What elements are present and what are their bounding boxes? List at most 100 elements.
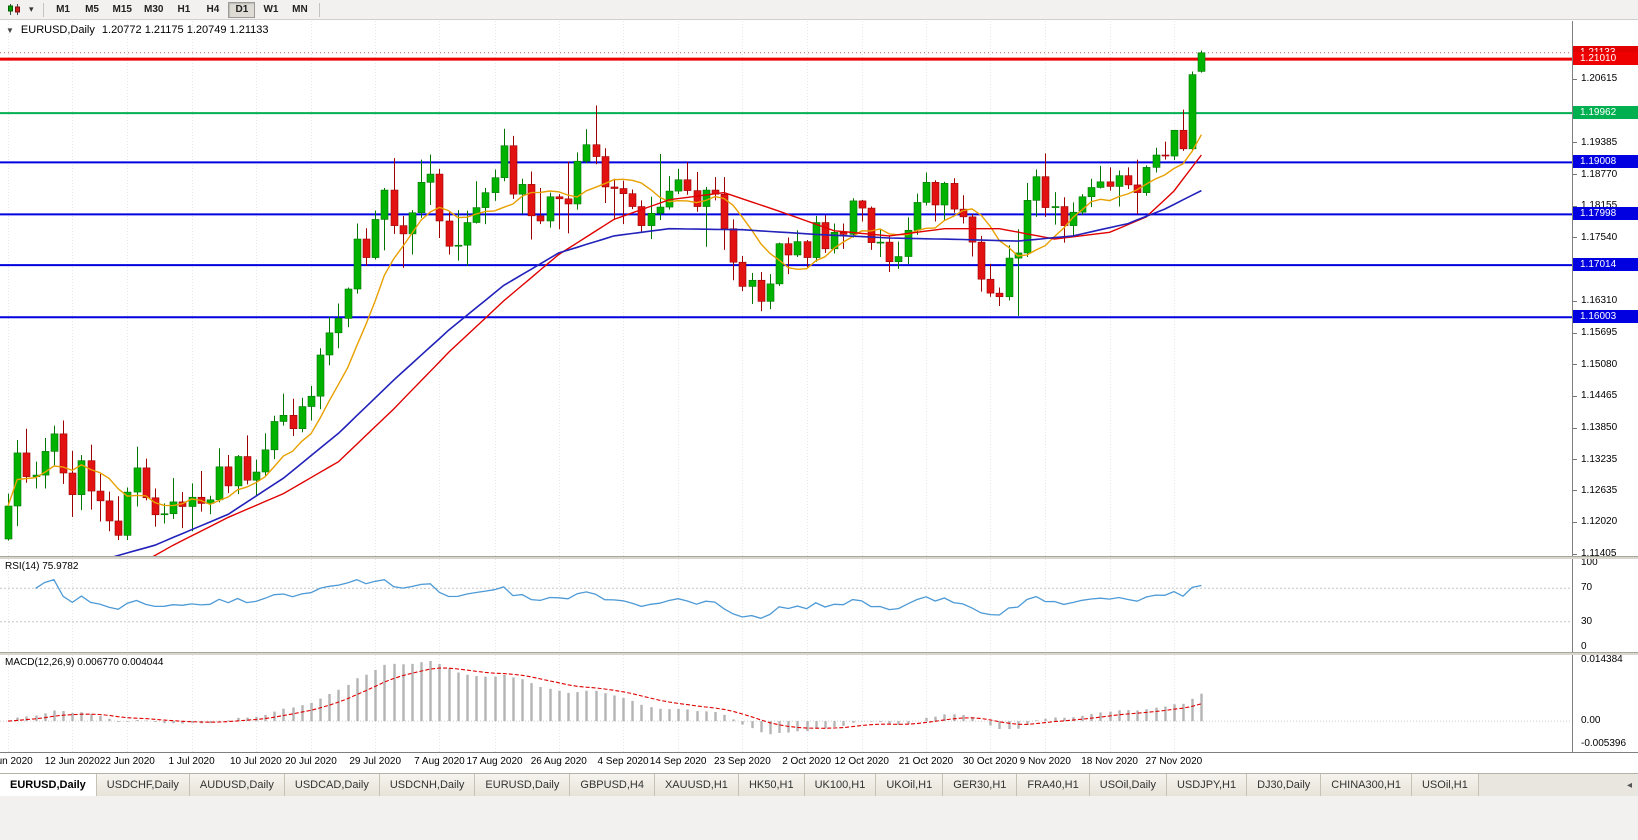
panel-divider[interactable] bbox=[0, 652, 1638, 655]
price-axis-tick bbox=[1573, 142, 1577, 144]
price-axis-label: 1.19385 bbox=[1581, 136, 1618, 148]
timeframe-h4-button[interactable]: H4 bbox=[199, 2, 226, 18]
candlestick-chart[interactable] bbox=[0, 21, 1572, 556]
price-axis-label: 1.20615 bbox=[1581, 73, 1618, 85]
chart-tab[interactable]: USDCNH,Daily bbox=[379, 774, 476, 796]
price-axis-label: 1.14465 bbox=[1581, 390, 1618, 402]
macd-chart[interactable] bbox=[0, 655, 1572, 752]
price-axis[interactable]: 1.20615 1.19385 1.18770 1.18155 1.17540 1.163… bbox=[1572, 21, 1638, 752]
ma-slow-line bbox=[113, 189, 1202, 556]
candle-body bbox=[1041, 176, 1050, 208]
chart-tab[interactable]: CHINA300,H1 bbox=[1321, 774, 1412, 796]
chart-tab[interactable]: DJ30,Daily bbox=[1247, 774, 1322, 796]
candles-layer bbox=[4, 50, 1206, 541]
timeframe-m15-button[interactable]: M15 bbox=[108, 2, 137, 18]
candle-body bbox=[334, 318, 343, 334]
candle-body bbox=[729, 228, 738, 263]
main-chart-panel[interactable]: ▼ EURUSD,Daily 1.20772 1.21175 1.20749 1… bbox=[0, 21, 1572, 556]
candle-body bbox=[647, 212, 656, 226]
timeframe-mn-button[interactable]: MN bbox=[286, 2, 313, 18]
price-axis-label: 1.18770 bbox=[1581, 168, 1618, 180]
chart-ohlc-values: 1.20772 1.21175 1.20749 1.21133 bbox=[101, 24, 269, 36]
price-axis-label: 1.11405 bbox=[1581, 548, 1617, 560]
timeframe-w1-button[interactable]: W1 bbox=[257, 2, 284, 18]
candle-body bbox=[775, 243, 784, 285]
date-label: 3 Jun 2020 bbox=[0, 756, 33, 767]
rsi-axis-label: 30 bbox=[1581, 615, 1593, 627]
chart-tab[interactable]: UKOil,H1 bbox=[876, 774, 944, 796]
candle-body bbox=[353, 238, 362, 290]
chart-tab[interactable]: USDCHF,Daily bbox=[96, 774, 190, 796]
candle-body bbox=[22, 452, 31, 477]
macd-panel[interactable]: MACD(12,26,9) 0.006770 0.004044 bbox=[0, 655, 1572, 752]
level-price-label: 1.19008 bbox=[1573, 155, 1638, 169]
candle-body bbox=[1023, 200, 1032, 254]
candle-body bbox=[463, 222, 472, 246]
chart-tab[interactable]: XAUUSD,H1 bbox=[654, 774, 739, 796]
timeframe-d1-button[interactable]: D1 bbox=[228, 1, 256, 18]
toolbar: ▾ M1 M5 M15 M30 H1 H4 D1 W1 MN bbox=[0, 0, 1638, 20]
price-axis-tick bbox=[1573, 300, 1577, 302]
date-label: 12 Jun 2020 bbox=[44, 756, 100, 767]
price-axis-tick bbox=[1573, 427, 1577, 429]
candle-body bbox=[270, 421, 279, 451]
candle-body bbox=[986, 278, 995, 294]
price-axis-tick bbox=[1573, 490, 1577, 492]
chart-tab[interactable]: GER30,H1 bbox=[943, 774, 1018, 796]
tab-scroll-left-button[interactable]: ◂ bbox=[1621, 774, 1638, 796]
timeframe-m30-button[interactable]: M30 bbox=[139, 2, 168, 18]
dropdown-arrow-icon: ▼ bbox=[6, 25, 14, 35]
price-axis-label: 1.13850 bbox=[1581, 422, 1618, 434]
date-label: 9 Nov 2020 bbox=[1019, 756, 1071, 767]
macd-axis-label: 0.00 bbox=[1581, 715, 1601, 727]
candle-body bbox=[748, 279, 757, 287]
chart-tab[interactable]: USOil,Daily bbox=[1089, 774, 1167, 796]
chart-tab[interactable]: USDCAD,Daily bbox=[284, 774, 380, 796]
candle-body bbox=[87, 460, 96, 492]
rsi-chart[interactable] bbox=[0, 559, 1572, 652]
ma-fast-line bbox=[7, 134, 1203, 507]
chart-tab[interactable]: HK50,H1 bbox=[738, 774, 805, 796]
candle-body bbox=[610, 186, 619, 189]
level-price-label: 1.16003 bbox=[1573, 310, 1638, 324]
rsi-panel[interactable]: RSI(14) 75.9782 bbox=[0, 559, 1572, 652]
candle-body bbox=[1078, 196, 1087, 213]
chart-tab[interactable]: EURUSD,Daily bbox=[0, 774, 97, 796]
candle-body bbox=[536, 215, 545, 222]
chart-tab[interactable]: EURUSD,Daily bbox=[475, 774, 571, 796]
chart-tab[interactable]: UK100,H1 bbox=[804, 774, 877, 796]
date-label: 29 Jul 2020 bbox=[349, 756, 402, 767]
candle-body bbox=[1005, 257, 1014, 298]
candle-body bbox=[491, 177, 500, 193]
candle-body bbox=[1124, 175, 1133, 186]
candle-body bbox=[1106, 181, 1115, 187]
candle-body bbox=[1115, 175, 1124, 187]
candle-body bbox=[894, 256, 903, 262]
candle-body bbox=[114, 520, 123, 536]
timeframe-m1-button[interactable]: M1 bbox=[50, 2, 77, 18]
price-axis-tick bbox=[1573, 364, 1577, 366]
chart-type-dropdown-button[interactable]: ▾ bbox=[26, 2, 37, 18]
chart-type-button[interactable] bbox=[4, 2, 24, 18]
candle-body bbox=[628, 193, 637, 207]
date-label: 1 Jul 2020 bbox=[168, 756, 215, 767]
timeframe-h1-button[interactable]: H1 bbox=[170, 2, 197, 18]
candle-body bbox=[307, 395, 316, 407]
chart-tab[interactable]: AUDUSD,Daily bbox=[189, 774, 285, 796]
candle-body bbox=[738, 261, 747, 287]
candle-body bbox=[573, 160, 582, 205]
toolbar-separator bbox=[42, 2, 44, 17]
timeframe-m5-button[interactable]: M5 bbox=[79, 2, 106, 18]
chart-tab[interactable]: USDJPY,H1 bbox=[1166, 774, 1248, 796]
triangle-left-icon: ◂ bbox=[1626, 779, 1632, 791]
chart-tab[interactable]: FRA40,H1 bbox=[1017, 774, 1090, 796]
macd-label: MACD(12,26,9) 0.006770 0.004044 bbox=[5, 657, 164, 668]
candle-body bbox=[950, 183, 959, 210]
level-price-label: 1.19962 bbox=[1573, 106, 1638, 120]
candle-body bbox=[849, 200, 858, 235]
price-axis-label: 1.17540 bbox=[1581, 231, 1618, 243]
chart-tab[interactable]: USOil,H1 bbox=[1411, 774, 1479, 796]
panel-divider[interactable] bbox=[0, 556, 1638, 559]
chart-tab[interactable]: GBPUSD,H4 bbox=[570, 774, 655, 796]
